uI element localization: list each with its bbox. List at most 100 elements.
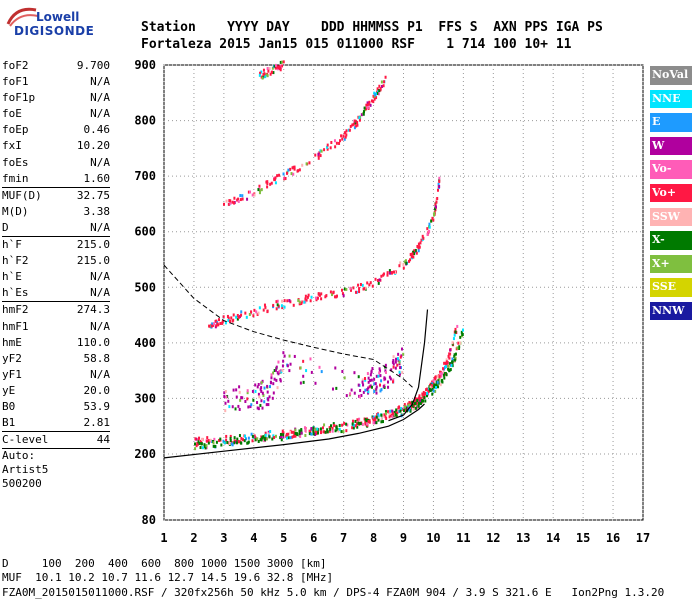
echo-point	[387, 410, 390, 414]
echo-point	[381, 420, 384, 424]
echo-point	[352, 122, 355, 126]
echo-point	[438, 179, 441, 183]
echo-point	[334, 145, 337, 149]
echo-point	[262, 308, 265, 312]
echo-point	[275, 365, 278, 369]
echo-point	[450, 364, 453, 368]
param-label: yF2	[2, 351, 22, 365]
echo-point	[225, 438, 228, 442]
echo-point	[366, 388, 369, 392]
echo-point	[454, 356, 457, 360]
echo-point	[266, 384, 269, 388]
echo-point	[303, 300, 306, 304]
echo-point	[419, 241, 422, 245]
echo-point	[270, 376, 273, 380]
echo-point	[219, 321, 222, 325]
echo-point	[308, 161, 311, 165]
echo-point	[361, 378, 364, 382]
echo-point	[380, 85, 383, 89]
echo-point	[281, 64, 284, 68]
echo-point	[338, 423, 341, 427]
echo-point	[300, 302, 303, 306]
echo-point	[320, 149, 323, 153]
echo-point	[374, 418, 377, 422]
echo-point	[326, 430, 329, 434]
echo-point	[351, 419, 354, 423]
echo-point	[343, 376, 346, 380]
echo-point	[339, 139, 342, 143]
echo-point	[373, 382, 376, 386]
echo-point	[452, 337, 455, 341]
echo-point	[331, 426, 334, 430]
echo-point	[377, 92, 380, 96]
echo-point	[291, 430, 294, 434]
echo-point	[216, 322, 219, 326]
echo-point	[260, 389, 263, 393]
echo-point	[368, 385, 371, 389]
param-label: M(D)	[2, 204, 29, 218]
echo-point	[268, 385, 271, 389]
echo-point	[364, 286, 367, 290]
echo-point	[237, 404, 240, 408]
echo-point	[375, 387, 378, 391]
param-label: yF1	[2, 367, 22, 381]
param-label: MUF(D)	[2, 188, 42, 202]
echo-point	[283, 299, 286, 303]
echo-point	[203, 443, 206, 447]
echo-point	[372, 94, 375, 98]
echo-point	[256, 401, 259, 405]
echo-point	[430, 219, 433, 223]
param-row: foEp 0.46	[2, 122, 110, 138]
echo-point	[259, 403, 262, 407]
echo-point	[437, 385, 440, 389]
echo-point	[368, 419, 371, 423]
echo-point	[387, 385, 390, 389]
legend-item: NNW	[650, 301, 692, 321]
echo-point	[352, 426, 355, 430]
echo-point	[398, 372, 401, 376]
echo-point	[350, 388, 353, 392]
electron-density-profile-line	[163, 403, 425, 459]
echo-point	[197, 440, 200, 444]
echo-point	[445, 373, 448, 377]
header-row-labels: Station YYYY DAY DDD HHMMSS P1 FFS S AXN…	[141, 20, 603, 35]
echo-point	[378, 84, 381, 88]
echo-point	[226, 314, 229, 318]
echo-point	[367, 376, 370, 380]
echo-point	[411, 252, 414, 256]
echo-point	[292, 165, 295, 169]
echo-point	[358, 118, 361, 122]
echo-point	[289, 436, 292, 440]
echo-point	[271, 66, 274, 70]
echo-point	[263, 303, 266, 307]
echo-point	[281, 60, 284, 64]
echo-point	[245, 315, 248, 319]
echo-point	[417, 401, 420, 405]
echo-point	[225, 199, 228, 203]
echo-point	[353, 371, 356, 375]
echo-point	[396, 363, 399, 367]
echo-point	[432, 385, 435, 389]
echo-point	[347, 128, 350, 132]
echo-point	[228, 441, 231, 445]
echo-point	[363, 106, 366, 110]
echo-point	[253, 193, 256, 197]
echo-point	[269, 381, 272, 385]
echo-point	[350, 288, 353, 292]
echo-point	[314, 296, 317, 300]
param-value: 110.0	[76, 335, 110, 349]
echo-point	[364, 388, 367, 392]
echo-point	[251, 434, 254, 438]
echo-point	[224, 390, 227, 394]
echo-point	[259, 387, 262, 391]
echo-point	[428, 222, 431, 226]
echo-point	[325, 294, 328, 298]
echo-point	[431, 387, 434, 391]
param-row: h`F 215.0	[2, 237, 110, 253]
echo-point	[426, 232, 429, 236]
echo-point	[378, 278, 381, 282]
echo-point	[449, 348, 452, 352]
param-row: fxI 10.20	[2, 138, 110, 154]
echo-point	[380, 413, 383, 417]
echo-point	[260, 399, 263, 403]
